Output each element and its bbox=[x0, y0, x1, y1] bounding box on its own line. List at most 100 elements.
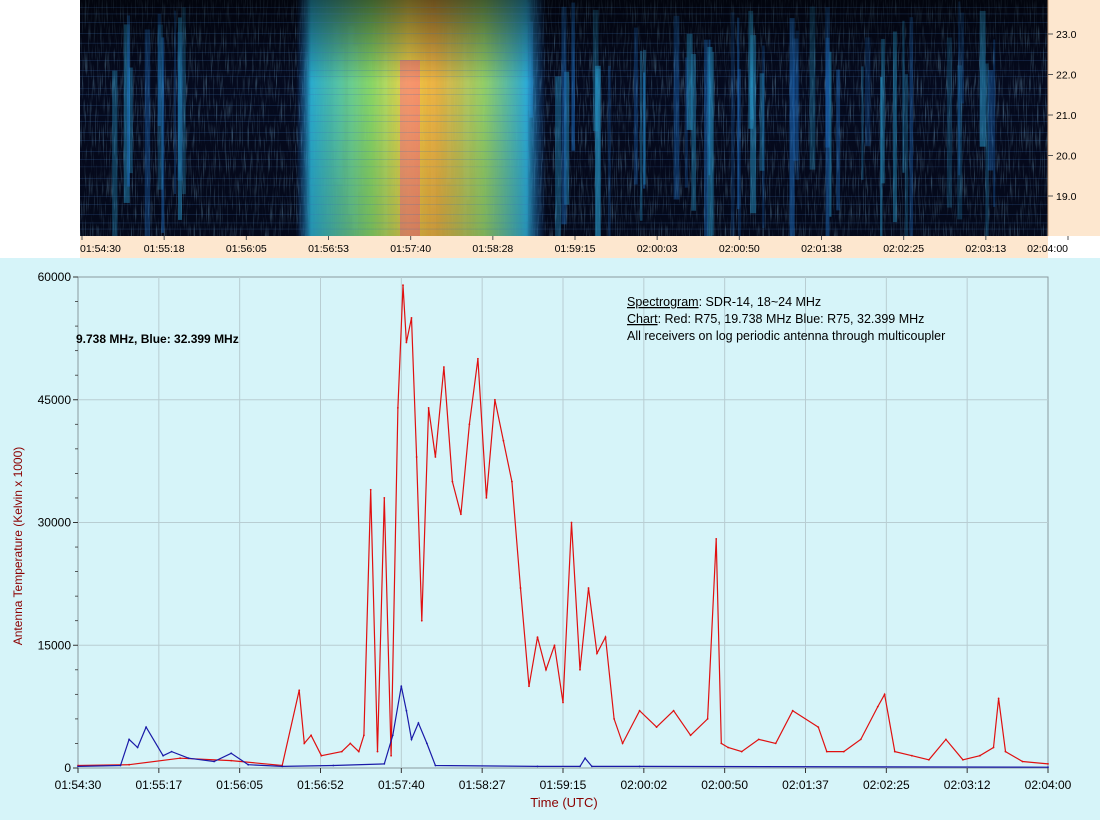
series-blue-point bbox=[405, 709, 408, 712]
series-red-point bbox=[757, 738, 760, 741]
series-blue-point bbox=[145, 726, 148, 728]
spec-time-label: 01:57:40 bbox=[390, 243, 431, 255]
series-red-point bbox=[992, 746, 995, 749]
series-red-point bbox=[383, 497, 386, 499]
series-red-point bbox=[553, 644, 556, 647]
series-blue-point bbox=[170, 750, 173, 753]
y-tick-label: 30000 bbox=[38, 516, 72, 530]
legend-chart-key: Chart bbox=[627, 312, 658, 326]
series-red-point bbox=[363, 734, 365, 737]
series-points bbox=[77, 284, 1049, 769]
series-red-point bbox=[1004, 750, 1007, 753]
x-tick-label: 01:57:40 bbox=[378, 778, 425, 792]
series-red-point bbox=[528, 685, 530, 688]
series-red-point bbox=[655, 726, 658, 728]
series-red-point bbox=[911, 754, 913, 757]
series-red-point bbox=[825, 750, 828, 753]
spectrogram-panel: 23.0 22.0 21.0 20.0 19.0 01:54:30 01:55:18 01:… bbox=[0, 0, 1100, 258]
series-red-point bbox=[774, 742, 777, 745]
legend-chart-value: : Red: R75, 19.738 MHz Blue: R75, 32.399… bbox=[658, 312, 925, 326]
series-blue-point bbox=[591, 765, 593, 768]
series-red-point bbox=[570, 521, 573, 524]
series-blue-point bbox=[417, 722, 420, 724]
series-blue-point bbox=[77, 765, 79, 768]
series-red-point bbox=[485, 497, 488, 499]
y-axis-ticks: 0 15000 30000 45000 60000 bbox=[38, 270, 78, 775]
series-red-point bbox=[621, 742, 624, 745]
x-axis-label: Time (UTC) bbox=[530, 795, 597, 810]
spec-time-label: 01:58:28 bbox=[472, 243, 513, 255]
spec-time-label: 01:56:05 bbox=[226, 243, 267, 255]
spec-time-label: 02:02:25 bbox=[883, 243, 924, 255]
freq-axis-strip bbox=[1048, 0, 1100, 236]
series-red-point bbox=[230, 759, 233, 762]
x-tick-label: 01:56:05 bbox=[216, 778, 263, 792]
series-red-point bbox=[402, 284, 404, 287]
y-tick-label: 15000 bbox=[38, 638, 72, 652]
series-red-point bbox=[468, 423, 471, 426]
y-tick-label: 0 bbox=[64, 761, 71, 775]
x-tick-label: 02:04:00 bbox=[1025, 778, 1072, 792]
series-red-point bbox=[415, 456, 418, 458]
series-red-point bbox=[420, 619, 423, 622]
series-red-point bbox=[519, 587, 522, 589]
spec-time-label: 01:56:53 bbox=[308, 243, 349, 255]
series-red-point bbox=[1021, 760, 1024, 763]
x-tick-label: 01:56:52 bbox=[297, 778, 344, 792]
spec-freq-label: 19.0 bbox=[1056, 191, 1077, 203]
series-blue-point bbox=[400, 685, 403, 688]
series-red-point bbox=[179, 757, 182, 760]
series-red-point bbox=[536, 636, 539, 638]
series-red-point bbox=[477, 357, 479, 360]
series-blue-point bbox=[136, 746, 139, 749]
spectrogram-svg: 23.022.021.020.019.0 01:54:30 01:55:18 01:… bbox=[80, 0, 1100, 258]
series-red-point bbox=[842, 750, 845, 753]
spec-time-label: 02:01:38 bbox=[801, 243, 842, 255]
series-blue-point bbox=[410, 738, 413, 741]
series-red-point bbox=[349, 742, 352, 745]
spec-time-label: 02:00:50 bbox=[719, 243, 760, 255]
series-red-point bbox=[434, 456, 437, 458]
series-red-point bbox=[357, 750, 360, 753]
series-red-point bbox=[451, 480, 454, 483]
series-red-point bbox=[1047, 763, 1049, 765]
spec-time-label: 01:54:30 bbox=[80, 243, 121, 255]
series-red-point bbox=[876, 705, 879, 708]
series-red-point bbox=[410, 317, 413, 319]
spectrogram-interference-lines bbox=[80, 7, 1048, 230]
series-red-point bbox=[689, 734, 692, 737]
series-red-point bbox=[390, 754, 392, 757]
series-red-point bbox=[545, 668, 547, 671]
series-blue-point bbox=[536, 765, 539, 768]
series-red-point bbox=[979, 754, 981, 757]
series-red-point bbox=[369, 488, 372, 491]
series-red-point bbox=[727, 746, 729, 749]
spec-freq-label: 21.0 bbox=[1056, 110, 1077, 122]
series-blue-point bbox=[332, 764, 335, 767]
x-tick-label: 01:54:30 bbox=[55, 778, 102, 792]
series-red-point bbox=[997, 697, 1000, 700]
series-red-point bbox=[859, 738, 862, 741]
series-red-point bbox=[502, 439, 505, 442]
legend-truncated-line: 9.738 MHz, Blue: 32.399 MHz bbox=[76, 332, 239, 346]
x-tick-label: 02:00:02 bbox=[620, 778, 667, 792]
legend-spectrogram-key: Spectrogram bbox=[627, 295, 699, 309]
x-tick-label: 02:01:37 bbox=[782, 778, 829, 792]
y-axis-label: Antenna Temperature (Kelvin x 1000) bbox=[11, 447, 25, 646]
series-red-point bbox=[596, 652, 598, 655]
spec-time-label: 01:55:18 bbox=[144, 243, 185, 255]
series-red-point bbox=[511, 480, 513, 483]
series-red-point bbox=[579, 668, 581, 671]
series-red-point bbox=[720, 742, 723, 745]
series-red-point bbox=[427, 407, 430, 409]
spec-time-label: 02:04:00 bbox=[1027, 243, 1068, 255]
series-red-point bbox=[613, 718, 615, 720]
series-blue-point bbox=[426, 742, 428, 745]
x-tick-label: 01:55:17 bbox=[135, 778, 182, 792]
series-blue-point bbox=[213, 760, 216, 763]
time-axis-strip bbox=[80, 236, 1048, 258]
series-red-point bbox=[928, 758, 930, 761]
series-red-point bbox=[604, 636, 607, 638]
